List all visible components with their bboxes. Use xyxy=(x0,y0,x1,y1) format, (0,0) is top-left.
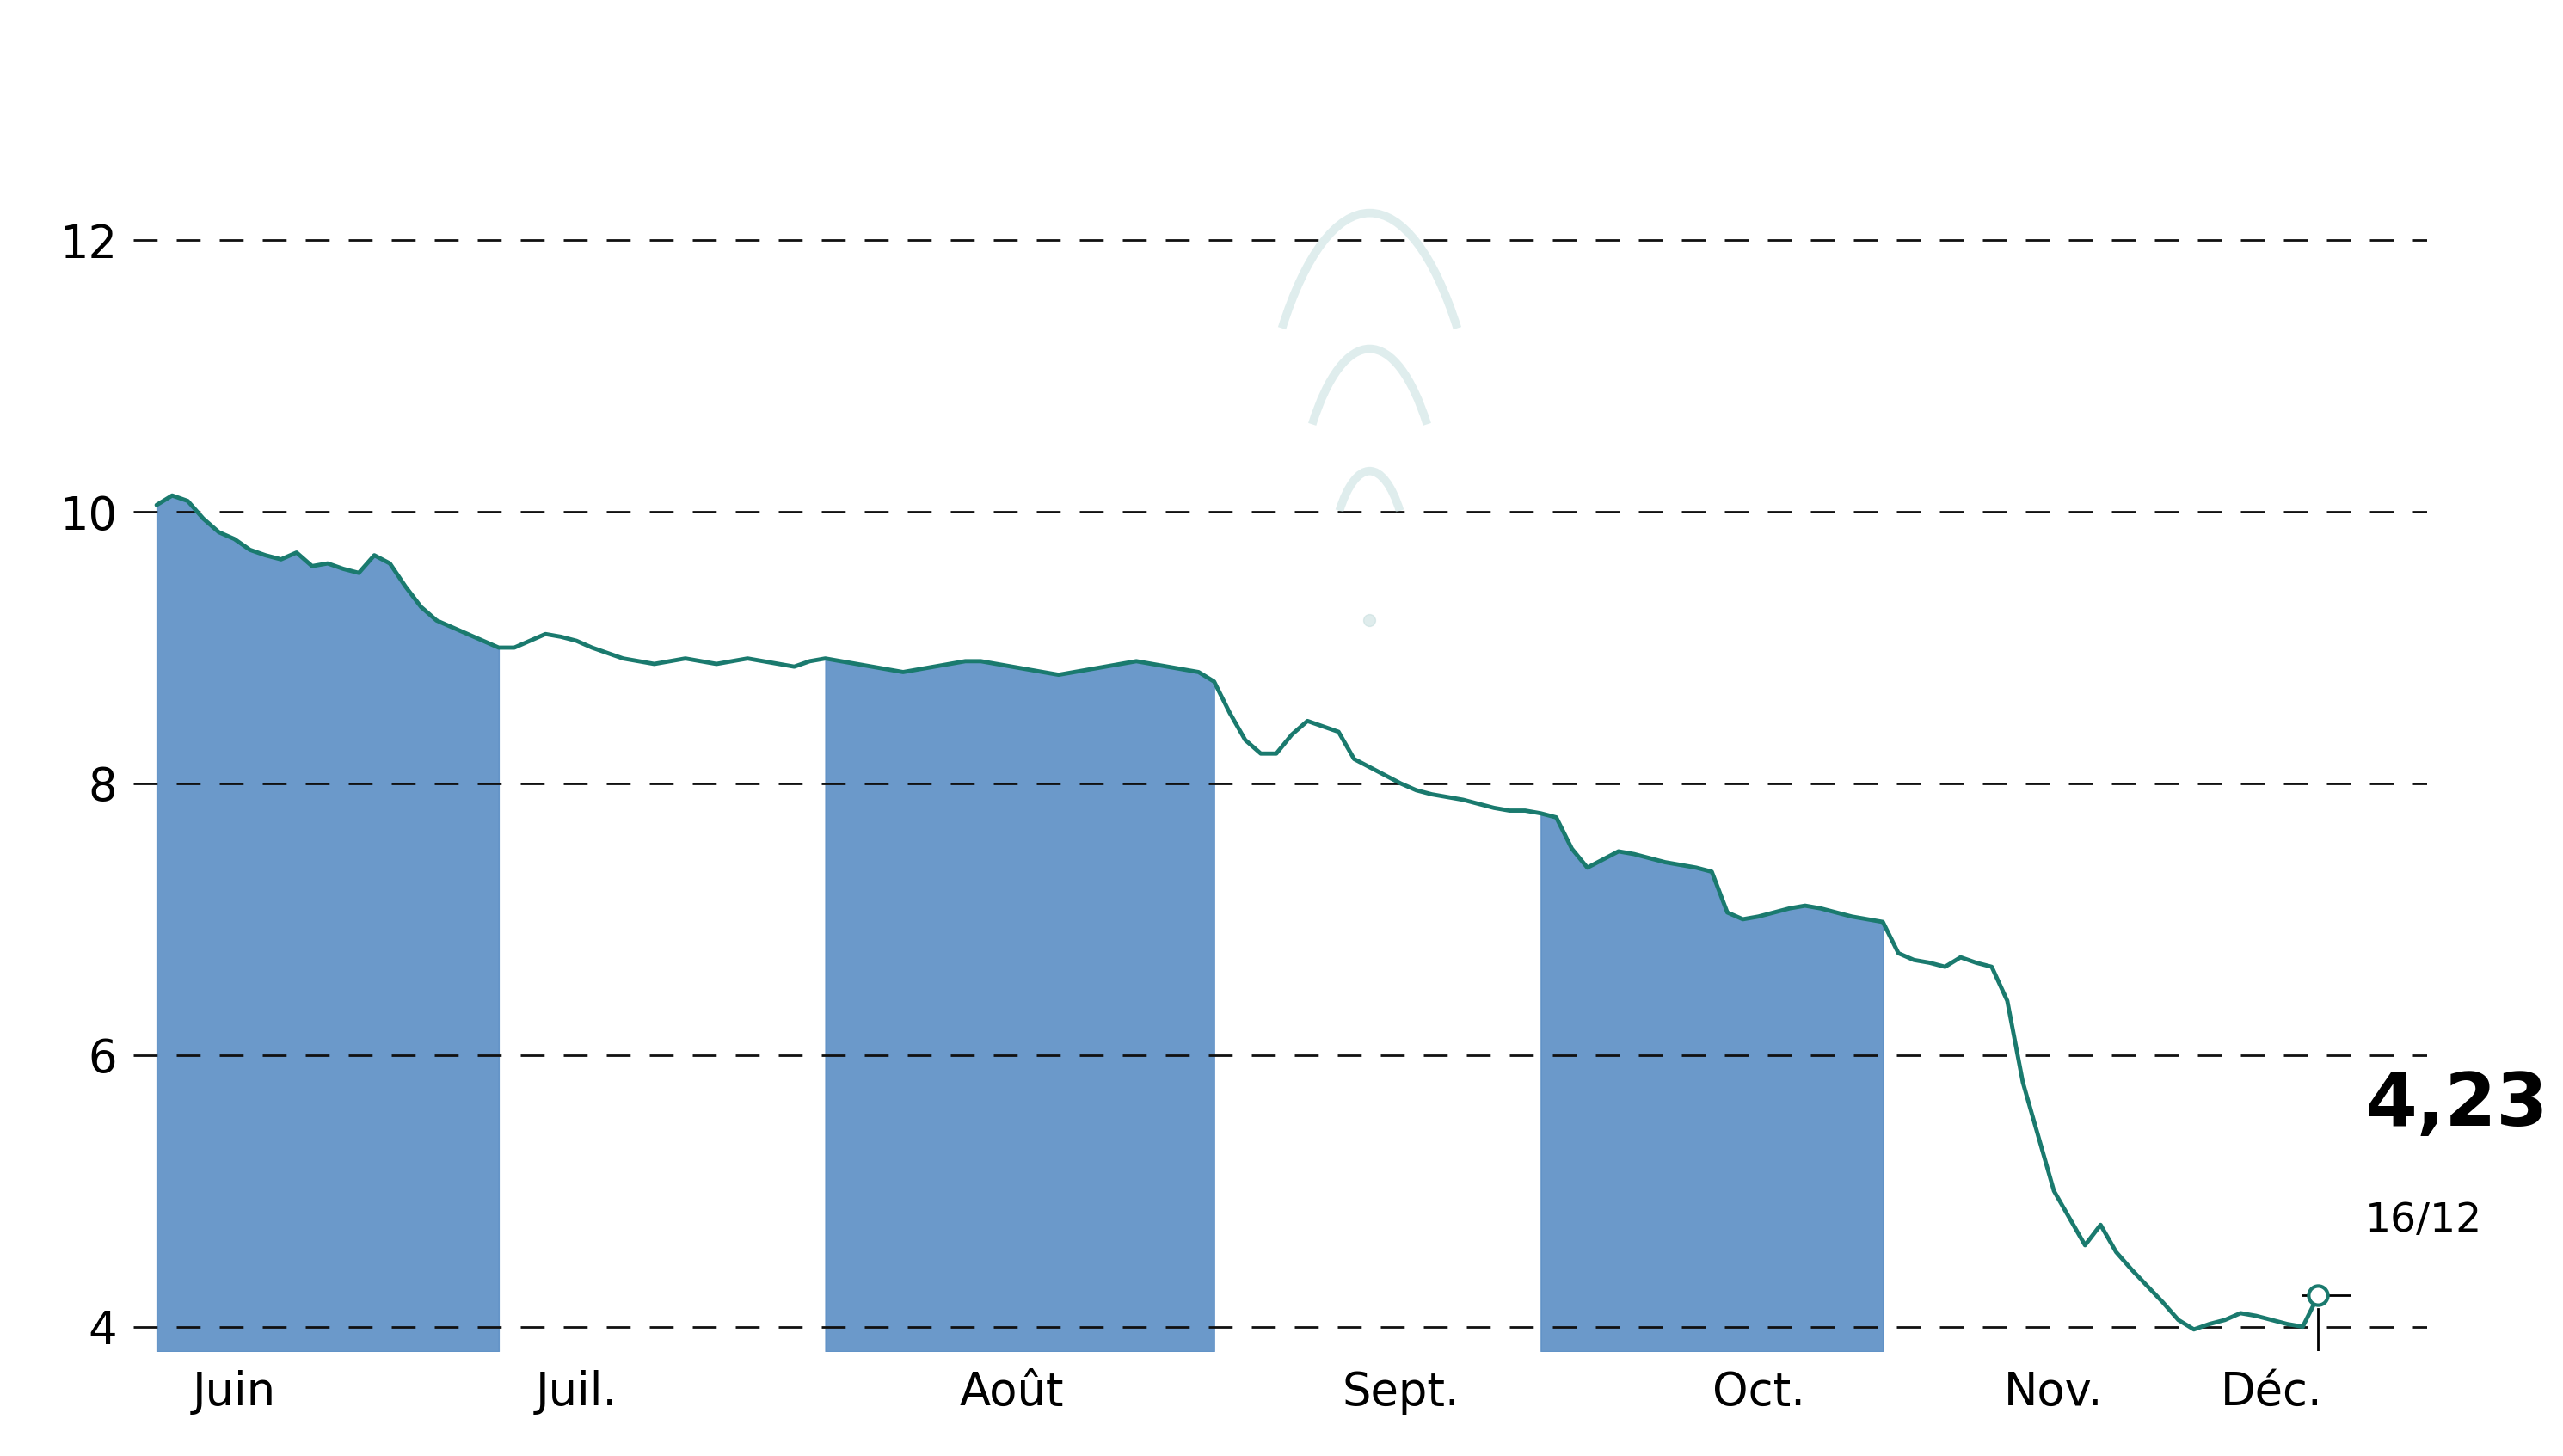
Text: 4,23: 4,23 xyxy=(2366,1070,2548,1142)
Text: TOUR EIFFEL: TOUR EIFFEL xyxy=(928,12,1635,108)
Text: 16/12: 16/12 xyxy=(2366,1201,2481,1241)
